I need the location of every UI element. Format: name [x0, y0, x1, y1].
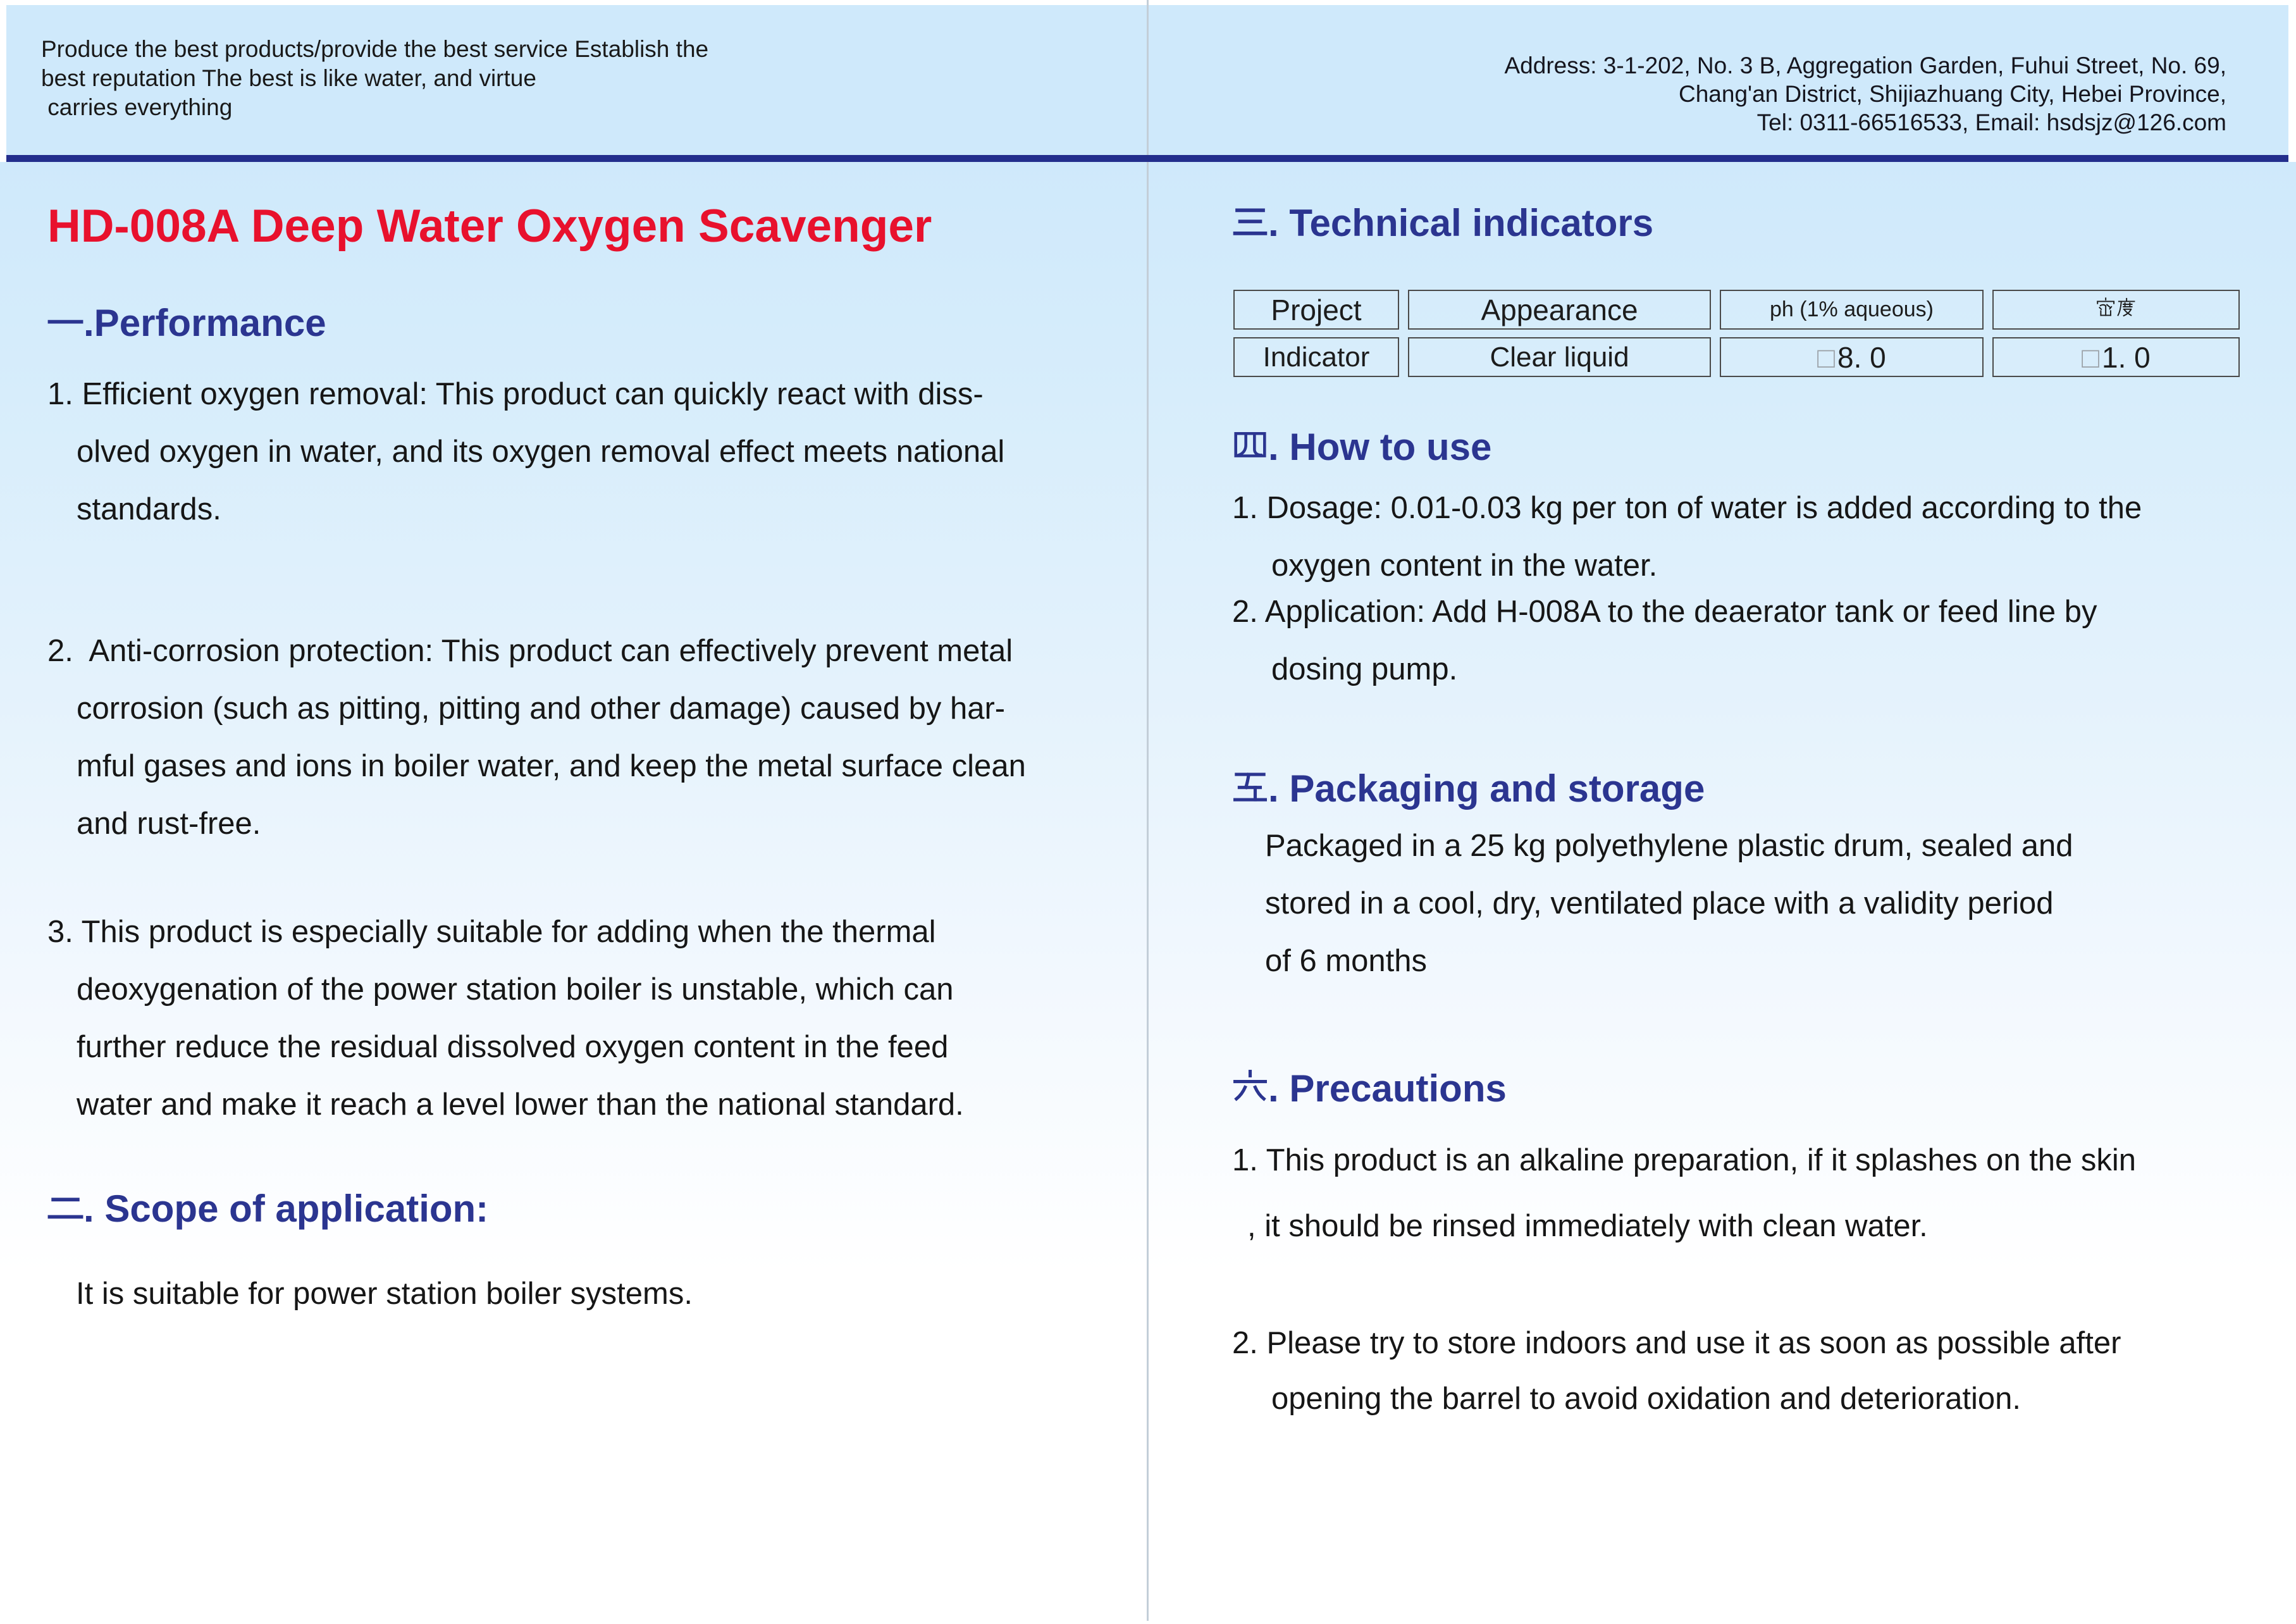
text-line: carries everything — [41, 94, 233, 120]
text-line: standards. — [77, 492, 221, 526]
text-line: 2. Please try to store indoors and use i… — [1232, 1326, 2121, 1360]
text-line: dosing pump. — [1271, 652, 1458, 686]
text-line: opening the barrel to avoid oxidation an… — [1271, 1382, 2021, 1416]
text-line: oxygen content in the water. — [1271, 549, 1658, 583]
text-line: 2. Application: Add H-008A to the deaera… — [1232, 595, 2097, 629]
table-header-density — [1992, 290, 2240, 330]
section-heading-packaging: . Packaging and storage — [1232, 768, 1705, 810]
text-line: mful gases and ions in boiler water, and… — [77, 749, 1026, 783]
table-header-row: Project Appearance ph (1% aqueous) — [1233, 290, 2240, 330]
text-line: , it should be rinsed immediately with c… — [1247, 1209, 1928, 1243]
cjk-numeral-glyph — [47, 302, 83, 344]
technical-indicators-table: Project Appearance ph (1% aqueous) Indic… — [1233, 290, 2240, 385]
text-line: 2. Anti-corrosion protection: This produ… — [47, 634, 1013, 668]
text-line: deoxygenation of the power station boile… — [77, 972, 954, 1007]
scope-body: It is suitable for power station boiler … — [76, 1265, 693, 1323]
section-heading-technical: . Technical indicators — [1232, 202, 1653, 244]
company-address: Address: 3-1-202, No. 3 B, Aggregation G… — [1505, 51, 2227, 137]
column-divider — [1147, 0, 1149, 1621]
text-line: Address: 3-1-202, No. 3 B, Aggregation G… — [1504, 53, 2227, 78]
table-header-appearance: Appearance — [1408, 290, 1711, 330]
table-header-ph: ph (1% aqueous) — [1720, 290, 1984, 330]
text-line: 1. Efficient oxygen removal: This produc… — [47, 377, 984, 411]
text-line: best reputation The best is like water, … — [41, 65, 536, 91]
missing-glyph-box-icon: □ — [2082, 340, 2100, 374]
cjk-numeral-glyph — [1232, 1067, 1268, 1110]
table-cell-indicator: Indicator — [1233, 337, 1399, 377]
text-line: olved oxygen in water, and its oxygen re… — [77, 435, 1005, 469]
section-heading-performance: .Performance — [47, 302, 326, 344]
table-cell-ph-value: □ 8. 0 — [1720, 337, 1984, 377]
text-line: Packaged in a 25 kg polyethylene plastic… — [1265, 829, 2073, 863]
section-heading-precautions: . Precautions — [1232, 1068, 1507, 1110]
table-header-project: Project — [1233, 290, 1399, 330]
header-rule — [6, 155, 2288, 162]
text-line: Tel: 0311-66516533, Email: hsdsjz@126.co… — [1756, 109, 2226, 135]
section-heading-how-to-use: . How to use — [1232, 426, 1491, 468]
cjk-numeral-glyph — [1232, 767, 1268, 810]
text-line: and rust-free. — [77, 807, 261, 841]
text-line: 1. This product is an alkaline preparati… — [1232, 1143, 2137, 1177]
precautions-item-2: 2. Please try to store indoors and use i… — [1232, 1315, 2121, 1427]
density-value-text: 1. 0 — [2102, 340, 2151, 374]
performance-item-3: 3. This product is especially suitable f… — [47, 903, 964, 1134]
text-line: corrosion (such as pitting, pitting and … — [77, 691, 1006, 726]
cjk-numeral-glyph — [47, 1187, 83, 1230]
text-line: of 6 months — [1265, 944, 1428, 978]
cjk-numeral-glyph — [2095, 297, 2116, 322]
text-line: Produce the best products/provide the be… — [41, 36, 709, 62]
precautions-item-1: 1. This product is an alkaline preparati… — [1232, 1127, 2136, 1259]
how-to-use-item-2: 2. Application: Add H-008A to the deaera… — [1232, 583, 2097, 698]
text-line: stored in a cool, dry, ventilated place … — [1265, 886, 2054, 920]
cjk-numeral-glyph — [1232, 426, 1268, 468]
section-heading-scope: . Scope of application: — [47, 1188, 488, 1230]
table-indicator-row: Indicator Clear liquid □ 8. 0 □ 1. 0 — [1233, 337, 2240, 377]
text-line: Chang'an District, Shijiazhuang City, He… — [1678, 81, 2226, 107]
scope-body-line: It is suitable for power station boiler … — [76, 1277, 693, 1311]
missing-glyph-box-icon: □ — [1817, 340, 1836, 374]
cjk-numeral-glyph — [2116, 297, 2137, 322]
cjk-numeral-glyph — [1232, 202, 1268, 244]
text-line: 1. Dosage: 0.01-0.03 kg per ton of water… — [1232, 491, 2142, 525]
how-to-use-item-1: 1. Dosage: 0.01-0.03 kg per ton of water… — [1232, 480, 2142, 595]
performance-item-1: 1. Efficient oxygen removal: This produc… — [47, 366, 1004, 538]
text-line: 3. This product is especially suitable f… — [47, 915, 936, 949]
product-title: HD-008A Deep Water Oxygen Scavenger — [47, 201, 932, 252]
table-cell-density-value: □ 1. 0 — [1992, 337, 2240, 377]
performance-item-2: 2. Anti-corrosion protection: This produ… — [47, 623, 1026, 853]
packaging-body: Packaged in a 25 kg polyethylene plastic… — [1265, 817, 2073, 990]
table-cell-appearance-value: Clear liquid — [1408, 337, 1711, 377]
text-line: further reduce the residual dissolved ox… — [77, 1030, 949, 1064]
ph-value-text: 8. 0 — [1837, 340, 1886, 374]
text-line: water and make it reach a level lower th… — [77, 1088, 964, 1122]
company-slogan: Produce the best products/provide the be… — [41, 35, 708, 122]
